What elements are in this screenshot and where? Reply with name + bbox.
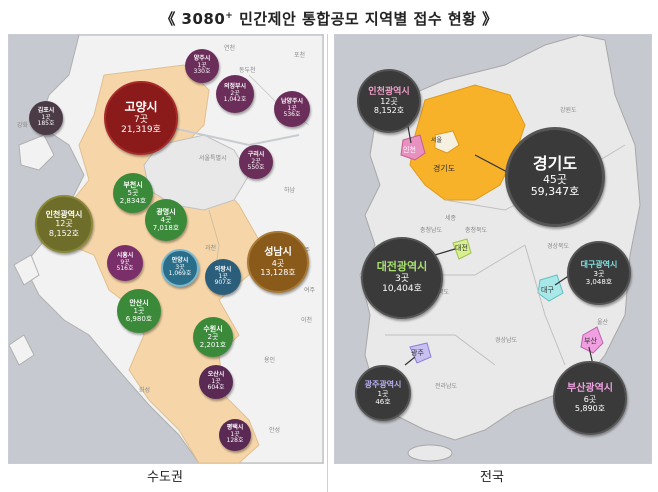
- bubble-namyangju: 남양주시 1곳 536호: [274, 91, 310, 127]
- bubble-daejeon: 대전광역시 3곳 10,404호: [361, 237, 443, 319]
- region-label: 동두천: [239, 67, 256, 74]
- bubble-uijeongbu: 의정부시 2곳 1,042호: [216, 75, 254, 113]
- map-label-seoul: 서울: [431, 137, 443, 144]
- region-label: 연천: [224, 45, 236, 52]
- region-label: 강화: [17, 122, 29, 129]
- region-label: 울산: [597, 319, 609, 326]
- region-label: 포천: [294, 52, 306, 59]
- bubble-gwangmyeong: 광명시 4곳 7,018호: [145, 199, 187, 241]
- panel-divider: [327, 34, 328, 492]
- region-label: 하남: [284, 187, 296, 194]
- region-label: 충청북도: [465, 227, 488, 234]
- bubble-osan: 오산시 1곳 604호: [199, 365, 233, 399]
- region-label: 강원도: [560, 107, 577, 114]
- bubble-suwon: 수원시 2곳 2,201호: [193, 317, 233, 357]
- map-label-daegu: 대구: [541, 286, 554, 294]
- bubble-gwangju: 광주광역시 1곳 46호: [355, 365, 411, 421]
- region-label: 세종: [445, 215, 457, 222]
- bubble-seongnam: 성남시 4곳 13,128호: [247, 231, 309, 293]
- map-label-gwangju: 광주: [411, 349, 424, 357]
- bubble-incheon-national: 인천광역시 12곳 8,152호: [357, 69, 421, 133]
- region-label: 여주: [304, 287, 316, 294]
- region-label: 경상남도: [495, 337, 518, 344]
- capital-area-map: 포천 연천 동두천 서울특별시 하남 과천 광주 용인 화성 이천 안성 여주 …: [8, 34, 324, 464]
- national-map: 강원도 충청북도 충청남도 경상북도 전라북도 경상남도 전라남도 울산 세종 …: [334, 34, 652, 464]
- bubble-daegu: 대구광역시 3곳 3,048호: [567, 241, 631, 305]
- region-label: 용인: [264, 357, 276, 364]
- bubble-uiwang: 의왕시 1곳 907호: [205, 259, 241, 295]
- bubble-siheung: 시흥시 9곳 516호: [107, 245, 143, 281]
- bubble-goyang: 고양시 7곳 21,319호: [104, 81, 178, 155]
- map-label-daejeon: 대전: [455, 244, 468, 252]
- bubble-yangju: 양주시 1곳 330호: [185, 49, 219, 83]
- region-label: 충청남도: [420, 227, 443, 234]
- region-label: 이천: [301, 317, 313, 324]
- map-label-busan: 부산: [584, 337, 597, 345]
- region-label: 화성: [139, 387, 151, 394]
- bubble-gimpo: 김포시 1곳 185호: [29, 101, 63, 135]
- map-label-gyeonggi: 경기도: [433, 164, 456, 173]
- bubble-gyeonggi: 경기도 45곳 59,347호: [505, 127, 605, 227]
- page-title: 《 3080+ 민간제안 통합공모 지역별 접수 현황 》: [160, 10, 498, 28]
- bubble-guri: 구리시 2곳 550호: [239, 145, 273, 179]
- bubble-anyang: 안양시 3곳 1,069호: [161, 249, 199, 287]
- region-label: 안성: [269, 427, 281, 434]
- region-label: 경상북도: [547, 243, 570, 250]
- caption-nationwide: 전국: [480, 470, 504, 485]
- bubble-pyeongtaek: 평택시 1곳 128호: [219, 419, 251, 451]
- bubble-busan: 부산광역시 6곳 5,890호: [553, 361, 627, 435]
- region-label: 전라남도: [435, 383, 458, 390]
- bubble-incheon: 인천광역시 12곳 8,152호: [35, 195, 93, 253]
- bubble-ansan: 안산시 1곳 6,980호: [117, 289, 161, 333]
- map-label-incheon: 인천: [403, 146, 416, 154]
- bubble-bucheon: 부천시 5곳 2,834호: [113, 173, 153, 213]
- region-label: 과천: [205, 245, 217, 252]
- region-label: 서울특별시: [199, 155, 227, 162]
- caption-capital-area: 수도권: [147, 470, 183, 485]
